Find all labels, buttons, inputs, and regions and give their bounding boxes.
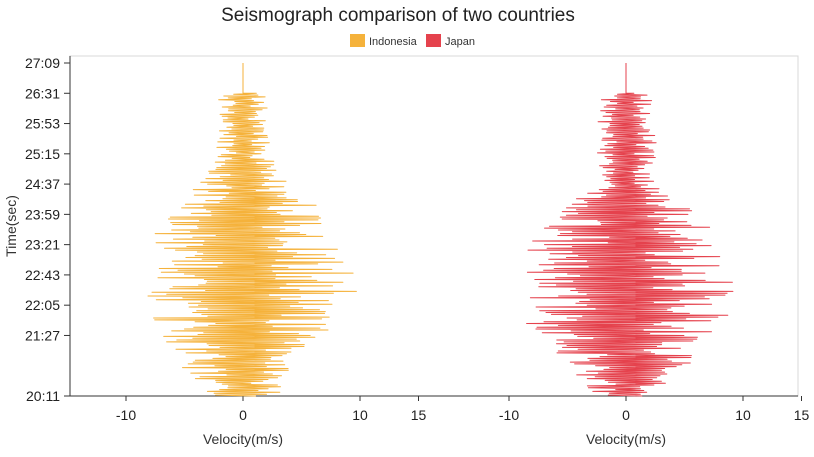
y-tick-label: 21:27 (25, 327, 60, 343)
legend-label-indonesia[interactable]: Indonesia (369, 36, 418, 48)
x-axis-label: Velocity(m/s) (203, 431, 283, 447)
traces (147, 63, 734, 397)
chart-title: Seismograph comparison of two countries (221, 5, 575, 26)
x-axis-japan: -10 0 10 15 Velocity(m/s) (452, 395, 810, 447)
y-tick-label: 25:15 (25, 146, 60, 162)
y-tick-label: 25:53 (25, 116, 60, 132)
x-axes: -10 0 10 15 Velocity(m/s) -10 0 10 15 Velocity(m/… (70, 395, 810, 447)
y-tick-label: 26:31 (25, 85, 60, 101)
x-tick-label: 15 (411, 407, 427, 423)
y-tick-label: 24:37 (25, 176, 60, 192)
legend-label-japan[interactable]: Japan (445, 36, 475, 48)
y-tick-label: 23:59 (25, 206, 60, 222)
x-tick-label: -10 (499, 407, 519, 423)
plot-area (69, 55, 799, 397)
y-tick-label: 20:11 (26, 388, 60, 404)
legend: Indonesia Japan (350, 34, 475, 48)
series-trace-japan (526, 63, 734, 397)
y-tick-label: 22:43 (25, 267, 60, 283)
x-tick-label: 15 (794, 407, 810, 423)
x-tick-label: 0 (622, 407, 630, 423)
x-tick-label: -10 (116, 407, 136, 423)
series-trace-indonesia (147, 63, 357, 397)
y-tick-label: 23:21 (25, 237, 60, 253)
y-axis-label: Time(sec) (3, 195, 19, 257)
y-tick-label: 22:05 (25, 297, 60, 313)
x-tick-label: 0 (239, 407, 247, 423)
legend-swatch-japan (426, 34, 441, 47)
y-tick-label: 27:09 (25, 55, 60, 71)
x-tick-label: 10 (735, 407, 751, 423)
x-tick-label: 10 (352, 407, 368, 423)
legend-swatch-indonesia (350, 34, 365, 47)
y-axis: 20:11 21:27 22:05 22:43 23:21 23:59 24:37 25:15… (25, 55, 71, 404)
x-axis-indonesia: -10 0 10 15 Velocity(m/s) (70, 395, 452, 447)
x-axis-label: Velocity(m/s) (586, 431, 666, 447)
